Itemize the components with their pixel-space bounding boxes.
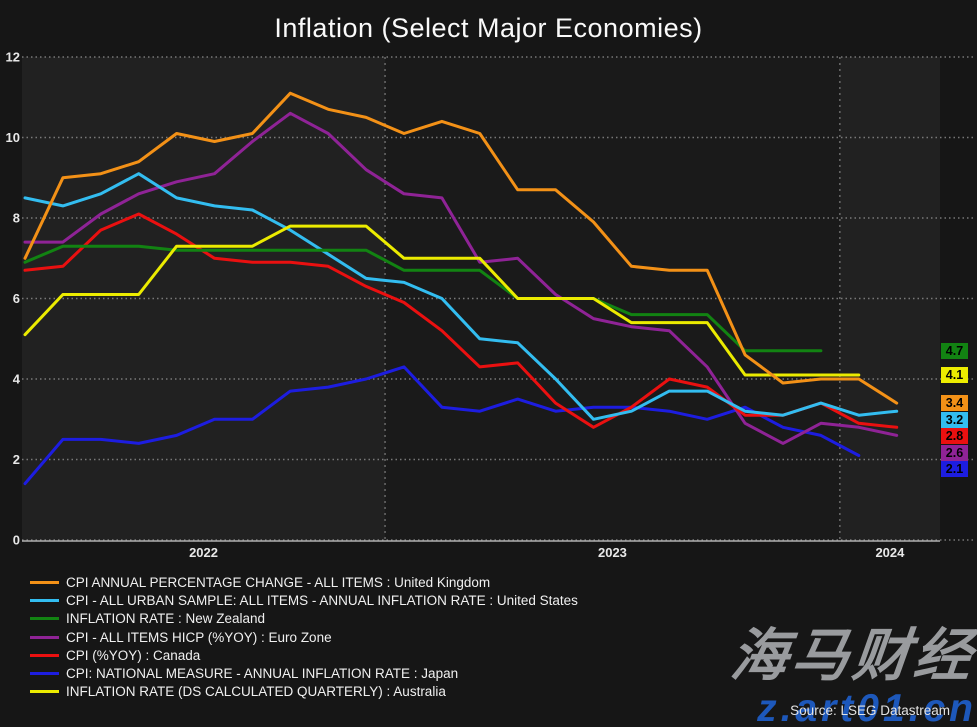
series-line-united-kingdom <box>23 91 899 405</box>
legend-item-australia: INFLATION RATE (DS CALCULATED QUARTERLY)… <box>30 683 750 701</box>
legend-label: CPI - ALL URBAN SAMPLE: ALL ITEMS - ANNU… <box>66 592 578 608</box>
y-axis-label-2: 2 <box>13 452 20 467</box>
series-line-japan <box>23 365 861 486</box>
legend-swatch-united-kingdom <box>30 580 59 584</box>
series-line-new-zealand <box>23 244 823 353</box>
legend-swatch-new-zealand <box>30 617 59 621</box>
series-line-united-states <box>23 172 899 421</box>
y-axis-label-4: 4 <box>13 372 21 387</box>
chart-title: Inflation (Select Major Economies) <box>274 13 703 43</box>
legend-label: INFLATION RATE : New Zealand <box>66 611 266 627</box>
legend-item-japan: CPI: NATIONAL MEASURE - ANNUAL INFLATION… <box>30 664 750 682</box>
x-axis-label-2024: 2024 <box>875 545 905 560</box>
series-line-australia <box>23 224 861 377</box>
legend-label: CPI ANNUAL PERCENTAGE CHANGE - ALL ITEMS… <box>66 574 491 590</box>
legend-label: CPI (%YOY) : Canada <box>66 647 201 663</box>
legend-swatch-euro-zone <box>30 635 59 639</box>
x-axis-label-2022: 2022 <box>189 545 218 560</box>
y-axis-label-0: 0 <box>13 533 20 548</box>
chart-legend: CPI ANNUAL PERCENTAGE CHANGE - ALL ITEMS… <box>30 573 750 701</box>
y-axis-label-6: 6 <box>13 291 20 306</box>
legend-item-united-states: CPI - ALL URBAN SAMPLE: ALL ITEMS - ANNU… <box>30 591 750 609</box>
legend-label: CPI: NATIONAL MEASURE - ANNUAL INFLATION… <box>66 666 459 682</box>
source-attribution: Source: LSEG Datastream <box>790 703 950 718</box>
y-axis-label-12: 12 <box>6 50 20 65</box>
legend-swatch-australia <box>30 690 59 694</box>
legend-swatch-japan <box>30 672 59 676</box>
legend-label: CPI - ALL ITEMS HICP (%YOY) : Euro Zone <box>66 629 332 645</box>
x-axis-label-2023: 2023 <box>598 545 627 560</box>
legend-item-euro-zone: CPI - ALL ITEMS HICP (%YOY) : Euro Zone <box>30 628 750 646</box>
series-line-canada <box>23 212 899 429</box>
series-line-euro-zone <box>23 111 899 445</box>
legend-item-new-zealand: INFLATION RATE : New Zealand <box>30 610 750 628</box>
y-axis-label-10: 10 <box>6 130 20 145</box>
y-axis-label-8: 8 <box>13 211 20 226</box>
legend-item-canada: CPI (%YOY) : Canada <box>30 646 750 664</box>
chart-plot-area: 0 2 4 6 8 10 12 2022 2023 2024 <box>6 50 975 560</box>
legend-label: INFLATION RATE (DS CALCULATED QUARTERLY)… <box>66 684 446 700</box>
legend-swatch-canada <box>30 653 59 657</box>
legend-swatch-united-states <box>30 598 59 602</box>
watermark-url: z.art01.cn <box>757 687 977 727</box>
watermark-cjk: 海马财经 <box>727 624 977 688</box>
legend-item-united-kingdom: CPI ANNUAL PERCENTAGE CHANGE - ALL ITEMS… <box>30 573 750 591</box>
chart-svg: 0 2 4 6 8 10 12 2022 2023 2024 <box>6 50 975 560</box>
